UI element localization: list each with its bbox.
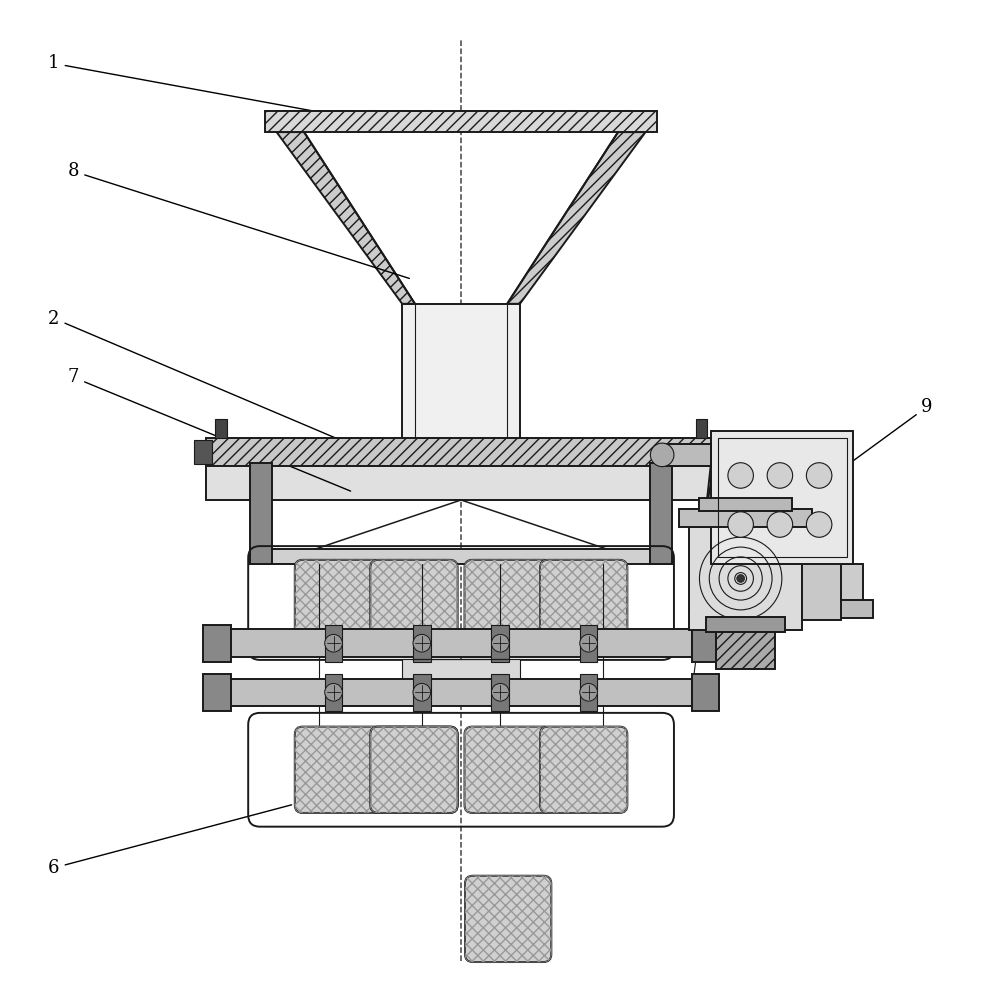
Bar [194,440,212,464]
FancyBboxPatch shape [465,560,551,646]
Circle shape [650,443,674,467]
FancyBboxPatch shape [465,876,551,962]
Polygon shape [277,132,415,304]
Bar [215,419,227,438]
Bar [679,509,812,527]
FancyBboxPatch shape [295,727,383,813]
Bar [325,625,342,662]
Circle shape [806,463,832,488]
Circle shape [413,683,431,701]
Bar [402,304,520,446]
Bar [701,564,863,603]
Bar [203,674,231,711]
FancyBboxPatch shape [371,727,457,813]
Bar [713,440,731,464]
Circle shape [325,683,342,701]
Circle shape [580,683,597,701]
Circle shape [728,463,753,488]
Bar [203,625,231,662]
Text: 6: 6 [48,805,291,877]
Bar [718,438,847,557]
Bar [491,625,509,662]
Bar [690,527,802,630]
Bar [662,444,711,466]
Circle shape [767,512,793,537]
Bar [231,629,692,657]
Bar [711,431,853,564]
Bar [698,498,793,511]
Bar [692,625,719,662]
Bar [802,537,842,620]
Bar [206,438,716,466]
Bar [402,659,520,696]
FancyBboxPatch shape [465,727,551,813]
Bar [716,628,775,669]
Circle shape [737,575,745,582]
Bar [325,674,342,711]
FancyBboxPatch shape [371,727,457,813]
Bar [491,674,509,711]
Bar [231,679,692,706]
Circle shape [491,634,509,652]
Text: 9: 9 [801,398,933,498]
Circle shape [767,463,793,488]
Bar [692,674,719,711]
Circle shape [325,634,342,652]
Bar [265,111,657,132]
FancyBboxPatch shape [295,560,383,646]
Bar [250,549,672,564]
Bar [696,419,707,438]
Text: 2: 2 [48,310,375,455]
FancyBboxPatch shape [540,727,628,813]
FancyBboxPatch shape [540,560,628,646]
Text: 8: 8 [68,162,409,278]
Bar [250,463,272,564]
Polygon shape [507,132,645,304]
Bar [706,617,785,632]
Circle shape [413,634,431,652]
Text: 1: 1 [48,54,345,117]
Circle shape [806,512,832,537]
Circle shape [580,634,597,652]
Circle shape [728,512,753,537]
Bar [413,674,431,711]
Bar [692,600,873,618]
Bar [394,446,528,464]
Bar [580,625,597,662]
Bar [650,463,672,564]
Bar [413,625,431,662]
FancyBboxPatch shape [371,560,457,646]
Bar [580,674,597,711]
Circle shape [491,683,509,701]
Bar [206,463,716,500]
Bar [716,441,736,463]
Text: 7: 7 [68,368,350,491]
